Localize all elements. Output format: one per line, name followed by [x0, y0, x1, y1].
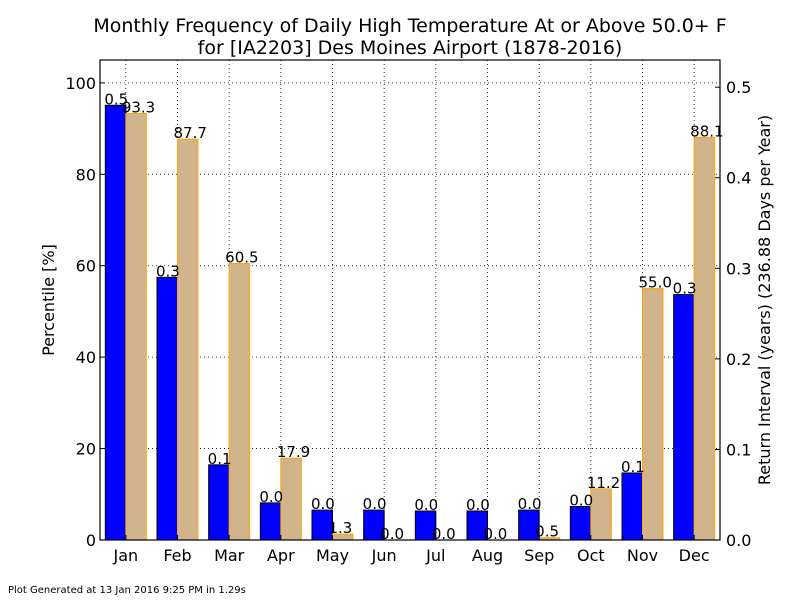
chart-title: Monthly Frequency of Daily High Temperat… — [93, 15, 726, 37]
data-label: 0.5 — [104, 90, 128, 108]
data-label: 0.1 — [621, 458, 645, 476]
x-tick-label: Jul — [425, 546, 445, 565]
data-label: 0.0 — [484, 525, 508, 543]
data-label: 0.0 — [518, 495, 542, 513]
labels-layer: 0.5 0.3 0.1 0.0 0.0 0.0 0.0 0.0 0.0 0.0 0.1 0.3 93.3… — [104, 90, 723, 543]
data-label: 55.0 — [639, 274, 672, 292]
data-label: 17.9 — [277, 443, 310, 461]
data-label: 0.0 — [432, 525, 456, 543]
return-interval-bar — [673, 294, 695, 541]
y-tick-label: 0 — [86, 531, 96, 550]
x-tick-label: Aug — [472, 546, 503, 565]
percentile-bar — [590, 488, 612, 541]
y2-tick-label: 0.1 — [726, 440, 751, 459]
percentile-bar — [177, 138, 199, 541]
data-label: 60.5 — [225, 248, 258, 266]
data-label: 11.2 — [587, 474, 620, 492]
x-tick-label: Mar — [214, 546, 245, 565]
x-tick-label: Oct — [577, 546, 605, 565]
y-tick-label: 100 — [65, 74, 96, 93]
data-label: 0.5 — [535, 523, 559, 541]
y2-tick-label: 0.3 — [726, 259, 751, 278]
x-tick-label: Apr — [267, 546, 295, 565]
return-interval-bar — [259, 502, 282, 541]
data-label: 0.0 — [311, 495, 335, 513]
percentile-bar — [693, 136, 716, 541]
return-interval-bar — [208, 464, 230, 541]
x-tick-label: Sep — [524, 546, 554, 565]
percentile-bar — [125, 112, 147, 541]
data-label: 88.1 — [690, 122, 723, 140]
percentile-bar — [280, 457, 302, 541]
data-label: 0.0 — [466, 496, 490, 514]
data-label: 0.3 — [156, 262, 180, 280]
data-label: 1.3 — [329, 519, 353, 537]
data-label: 0.0 — [259, 488, 283, 506]
y-tick-label: 40 — [76, 348, 96, 367]
y-axis-label: Percentile [%] — [39, 244, 58, 356]
x-tick-label: May — [316, 546, 349, 565]
percentile-bar — [228, 262, 251, 541]
x-tick-label: Jan — [112, 546, 138, 565]
return-interval-bar — [569, 505, 592, 541]
x-tick-label: Jun — [371, 546, 397, 565]
y2-tick-label: 0.2 — [726, 350, 751, 369]
plot-frame — [99, 59, 721, 541]
ticks-layer: 0 20 40 60 80 100 0.0 0.1 0.2 0.3 0.4 0.5 Jan Feb Mar A… — [65, 74, 751, 565]
x-tick-label: Nov — [627, 546, 658, 565]
percentile-bar — [642, 288, 664, 541]
data-label: 0.0 — [569, 491, 593, 509]
data-label: 0.0 — [414, 496, 438, 514]
x-tick-label: Dec — [679, 546, 710, 565]
data-label: 0.0 — [363, 495, 387, 513]
data-label: 0.0 — [380, 525, 404, 543]
return-interval-bar — [104, 104, 127, 541]
y-tick-label: 80 — [76, 165, 96, 184]
return-interval-bar — [621, 472, 643, 541]
y-tick-label: 60 — [76, 257, 96, 276]
data-label: 93.3 — [122, 98, 155, 116]
return-interval-bar — [156, 276, 178, 541]
y2-tick-label: 0.4 — [726, 169, 751, 188]
y2-tick-label: 0.0 — [726, 531, 751, 550]
y-tick-label: 20 — [76, 440, 96, 459]
chart-subtitle: for [IA2203] Des Moines Airport (1878-20… — [198, 37, 623, 59]
y2-tick-label: 0.5 — [726, 78, 751, 97]
data-label: 0.1 — [208, 450, 232, 468]
bars-layer — [104, 104, 716, 541]
y2-axis-label: Return Interval (years) (236.88 Days per… — [755, 115, 774, 485]
data-label: 87.7 — [174, 124, 207, 142]
data-label: 0.3 — [673, 280, 697, 298]
footer-note: Plot Generated at 13 Jan 2016 9:25 PM in… — [8, 585, 246, 596]
x-tick-label: Feb — [163, 546, 191, 565]
